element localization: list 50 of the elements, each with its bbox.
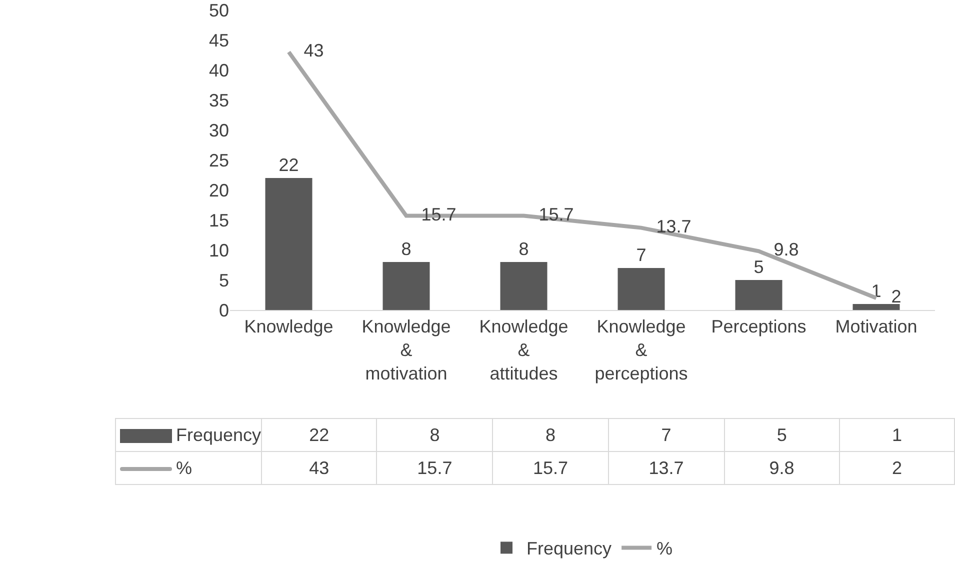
text: 22 [278,155,299,175]
y-tick-label: 45 [208,30,229,50]
y-tick-label: 50 [208,0,229,20]
x-tick-label: Knowledge & motivation [362,316,451,384]
data-label: 22 [262,418,377,452]
text: 5 [754,257,764,277]
y-tick-label: 15 [208,210,229,230]
y-tick-label: 35 [208,90,229,110]
text: 43 [304,40,324,60]
bar [265,178,312,310]
x-tick-label: Knowledge & perceptions [594,316,688,384]
x-tick-label: Perceptions [711,316,806,337]
text: 13.7 [656,216,692,236]
text: 15.7 [421,204,456,224]
text: 8 [401,239,412,259]
bar [618,268,665,310]
legend-label: Frequency [176,424,262,444]
y-tick-label: 30 [208,120,229,140]
text: Frequency [526,538,612,559]
data-label: 5 [724,418,840,452]
text: 9.8 [774,240,799,260]
x-tick-label: Knowledge [244,316,334,337]
data-label: 8 [376,418,493,452]
data-label: 2 [840,452,954,484]
text: 2 [891,286,902,306]
y-tick-label: 10 [208,240,229,260]
data-label: 43 [262,452,377,484]
data-label: 8 [492,418,608,452]
text: 8 [518,239,529,259]
bar [382,262,430,310]
data-label: 9.8 [724,452,840,484]
x-tick-label: Knowledge & attitudes [479,316,568,384]
data-label: 15.7 [492,452,608,484]
bar [500,262,548,310]
y-tick-label: 40 [208,60,229,80]
data-label: 13.7 [608,452,724,484]
bar [852,304,900,310]
y-tick-label: 5 [218,270,229,290]
bar [735,280,782,310]
text: % [656,538,673,559]
y-tick-label: 25 [208,150,229,170]
y-tick-label: 0 [218,300,229,320]
data-label: 1 [840,418,954,452]
x-tick-label: Motivation [835,316,918,337]
y-tick-label: 20 [208,180,229,200]
text: 15.7 [538,204,574,224]
data-label: 15.7 [376,452,493,484]
text: 7 [636,245,646,265]
data-label: 7 [608,418,724,452]
legend-label: % [176,458,192,478]
